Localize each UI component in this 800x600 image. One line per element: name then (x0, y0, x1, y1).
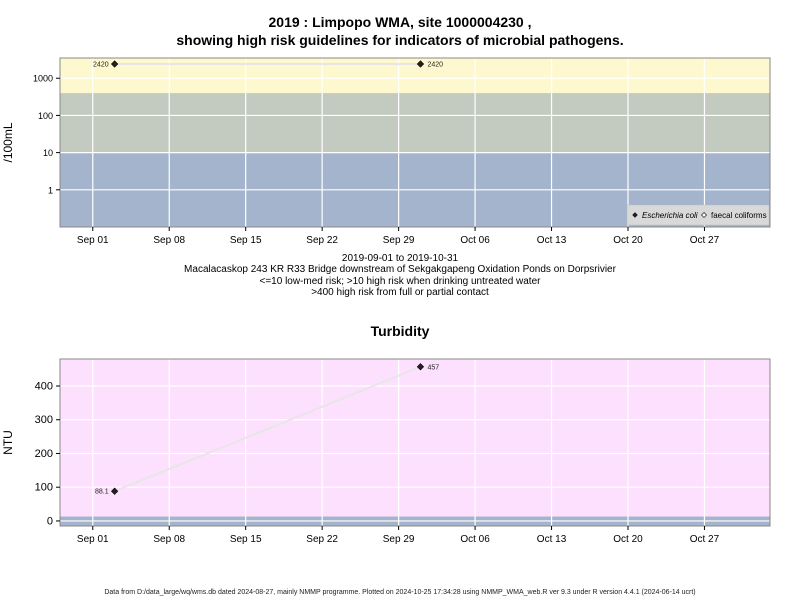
x-tick-label: Sep 08 (153, 534, 185, 545)
y-tick-label: 1000 (33, 74, 53, 84)
x-tick-label: Sep 01 (77, 534, 109, 545)
data-point (110, 60, 119, 68)
x-tick-label: Sep 29 (383, 534, 415, 545)
y-axis-label: /100mL (1, 122, 15, 162)
legend-label-faecal: faecal coliforms (711, 211, 767, 220)
data-label: 457 (427, 364, 439, 371)
site-description-text: Macalacaskop 243 KR R33 Bridge downstrea… (184, 264, 616, 275)
risk-band-1 (60, 93, 770, 153)
chart-title-line1: 2019 : Limpopo WMA, site 1000004230 , (268, 14, 532, 30)
series-line (114, 365, 421, 493)
y-tick-label: 200 (35, 448, 53, 460)
legend-marker-ecoli (632, 212, 638, 218)
x-tick-label: Oct 27 (690, 235, 720, 246)
x-tick-label: Sep 22 (306, 235, 338, 246)
turbidity-title: Turbidity (370, 323, 430, 339)
legend-label-ecoli: Escherichia coli (642, 211, 698, 220)
x-tick-label: Sep 15 (230, 235, 262, 246)
y-tick-label: 100 (38, 111, 53, 121)
y-tick-label: 10 (43, 148, 53, 158)
plot-frame (59, 358, 771, 527)
chart-title-line2: showing high risk guidelines for indicat… (176, 32, 624, 48)
data-point (416, 60, 425, 68)
legend-box (626, 204, 770, 226)
footer-note: Data from D:/data_large/wq/wms.db dated … (104, 589, 696, 596)
x-tick-label: Oct 20 (613, 235, 643, 246)
x-tick-label: Sep 29 (383, 235, 415, 246)
y-tick-label: 0 (47, 515, 53, 527)
data-point (416, 363, 425, 371)
turbidity-chart: Sep 01 Sep 08 Sep 15 Sep 22 Sep 29 Oct 06 Oct … (1, 358, 771, 545)
x-tick-label: Oct 13 (537, 534, 567, 545)
y-tick-label: 1 (48, 185, 53, 195)
microbial-chart: Sep 01 Sep 08 Sep 15 Sep 22 Sep 29 Oct 06 Oct … (1, 57, 771, 246)
y-tick-label: 400 (35, 380, 53, 392)
data-label: 2420 (93, 61, 109, 68)
x-tick-label: Oct 27 (690, 534, 720, 545)
y-tick-label: 100 (35, 482, 53, 494)
x-tick-label: Oct 06 (460, 235, 490, 246)
y-tick-label: 300 (35, 414, 53, 426)
x-tick-label: Sep 08 (153, 235, 185, 246)
x-tick-label: Oct 06 (460, 534, 490, 545)
legend-marker-faecal (701, 212, 707, 218)
data-point (110, 487, 119, 495)
plot-background (60, 359, 770, 526)
y-axis-label: NTU (1, 430, 15, 455)
x-tick-label: Oct 20 (613, 534, 643, 545)
guideline-text-2: >400 high risk from full or partial cont… (311, 287, 489, 298)
guideline-text-1: <=10 low-med risk; >10 high risk when dr… (259, 276, 541, 287)
data-label: 88.1 (95, 489, 109, 496)
data-label: 2420 (427, 61, 443, 68)
date-range-text: 2019-09-01 to 2019-10-31 (341, 253, 459, 264)
x-tick-label: Sep 15 (230, 534, 262, 545)
plot-frame (59, 57, 771, 228)
x-tick-label: Oct 13 (537, 235, 567, 246)
x-tick-label: Sep 01 (77, 235, 109, 246)
x-tick-label: Sep 22 (306, 534, 338, 545)
